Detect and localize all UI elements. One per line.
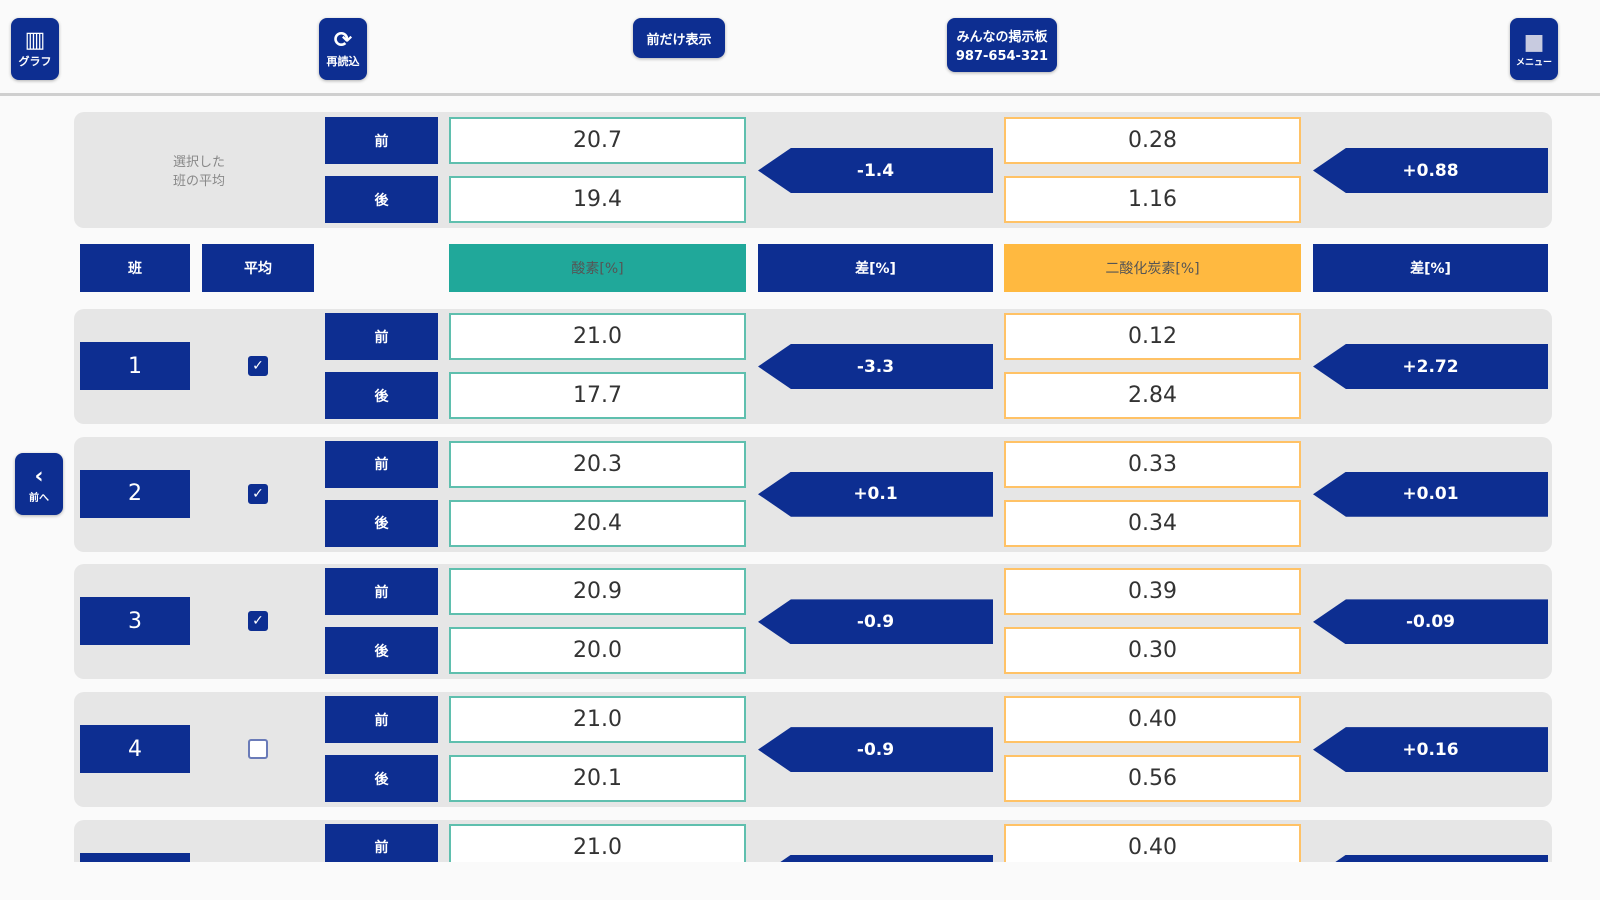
measurement-table: 選択した 班の平均 前 後 20.7 19.4 -1.4 0.28 1.16 +… bbox=[0, 99, 1600, 862]
average-checkbox[interactable]: ✓ bbox=[248, 356, 268, 376]
o2-diff bbox=[758, 854, 993, 862]
toolbar: ▥ グラフ ⟳ 再読込 前だけ表示 みんなの掲示板 987-654-321 ■ … bbox=[0, 0, 1600, 96]
after-label: 後 bbox=[325, 755, 438, 803]
o2-before-input[interactable]: 20.9 bbox=[449, 568, 746, 616]
after-label: 後 bbox=[325, 499, 438, 547]
chevron-left-icon: ‹ bbox=[34, 463, 44, 489]
before-label: 前 bbox=[325, 696, 438, 744]
group-number: 5 bbox=[80, 852, 190, 862]
o2-before-input[interactable]: 21.0 bbox=[449, 823, 746, 862]
board-button[interactable]: みんなの掲示板 987-654-321 bbox=[947, 18, 1057, 72]
o2-before-input[interactable]: 20.3 bbox=[449, 440, 746, 488]
o2-diff: -3.3 bbox=[758, 344, 993, 389]
after-label: 後 bbox=[325, 176, 438, 223]
co2-before-input[interactable]: 0.40 bbox=[1004, 823, 1301, 862]
before-label: 前 bbox=[325, 823, 438, 862]
co2-after-input[interactable]: 2.84 bbox=[1004, 372, 1301, 419]
group-number: 2 bbox=[80, 469, 190, 518]
o2-before-input[interactable]: 21.0 bbox=[449, 696, 746, 744]
o2-diff: -0.9 bbox=[758, 727, 993, 773]
after-label: 後 bbox=[325, 372, 438, 419]
menu-button[interactable]: ■ メニュー bbox=[1510, 18, 1558, 80]
co2-diff: -0.09 bbox=[1313, 599, 1548, 645]
average-checkbox[interactable] bbox=[248, 739, 268, 760]
average-checkbox[interactable]: ✓ bbox=[248, 483, 268, 504]
before-label: 前 bbox=[325, 313, 438, 360]
refresh-icon: ⟳ bbox=[333, 28, 353, 53]
co2-diff: +0.01 bbox=[1313, 471, 1548, 517]
before-label: 前 bbox=[325, 117, 438, 164]
avg-o2-after: 19.4 bbox=[449, 176, 746, 223]
co2-before-input[interactable]: 0.39 bbox=[1004, 568, 1301, 616]
co2-diff bbox=[1313, 854, 1548, 862]
co2-after-input[interactable]: 0.30 bbox=[1004, 627, 1301, 675]
co2-after-input[interactable]: 0.56 bbox=[1004, 755, 1301, 803]
chart-icon: ▥ bbox=[24, 28, 46, 53]
reload-button[interactable]: ⟳ 再読込 bbox=[319, 18, 367, 80]
header-co2-diff: 差[%] bbox=[1313, 244, 1548, 292]
o2-after-input[interactable]: 20.1 bbox=[449, 755, 746, 803]
menu-icon: ■ bbox=[1523, 29, 1545, 55]
co2-before-input[interactable]: 0.33 bbox=[1004, 440, 1301, 488]
co2-before-input[interactable]: 0.12 bbox=[1004, 313, 1301, 360]
after-label: 後 bbox=[325, 627, 438, 675]
header-co2: 二酸化炭素[%] bbox=[1004, 244, 1301, 292]
group-number: 1 bbox=[80, 342, 190, 390]
o2-after-input[interactable]: 20.4 bbox=[449, 499, 746, 547]
average-checkbox[interactable]: ✓ bbox=[248, 611, 268, 632]
header-group: 班 bbox=[80, 244, 190, 292]
group-number: 3 bbox=[80, 597, 190, 646]
o2-before-input[interactable]: 21.0 bbox=[449, 313, 746, 360]
co2-diff: +0.16 bbox=[1313, 727, 1548, 773]
avg-co2-after: 1.16 bbox=[1004, 176, 1301, 223]
o2-diff: +0.1 bbox=[758, 471, 993, 517]
before-only-button[interactable]: 前だけ表示 bbox=[633, 18, 725, 58]
header-o2: 酸素[%] bbox=[449, 244, 746, 292]
co2-before-input[interactable]: 0.40 bbox=[1004, 696, 1301, 744]
avg-co2-before: 0.28 bbox=[1004, 117, 1301, 164]
back-button[interactable]: ‹ 前へ bbox=[15, 453, 63, 515]
graph-button[interactable]: ▥ グラフ bbox=[11, 18, 59, 80]
co2-diff: +2.72 bbox=[1313, 344, 1548, 389]
before-label: 前 bbox=[325, 440, 438, 488]
avg-o2-diff: -1.4 bbox=[758, 148, 993, 193]
o2-after-input[interactable]: 20.0 bbox=[449, 627, 746, 675]
o2-diff: -0.9 bbox=[758, 599, 993, 645]
average-label: 選択した 班の平均 bbox=[172, 155, 225, 189]
avg-o2-before: 20.7 bbox=[449, 117, 746, 164]
group-number: 4 bbox=[80, 725, 190, 774]
header-o2-diff: 差[%] bbox=[758, 244, 993, 292]
co2-after-input[interactable]: 0.34 bbox=[1004, 499, 1301, 547]
before-label: 前 bbox=[325, 568, 438, 616]
o2-after-input[interactable]: 17.7 bbox=[449, 372, 746, 419]
header-average: 平均 bbox=[202, 244, 314, 292]
avg-co2-diff: +0.88 bbox=[1313, 148, 1548, 193]
